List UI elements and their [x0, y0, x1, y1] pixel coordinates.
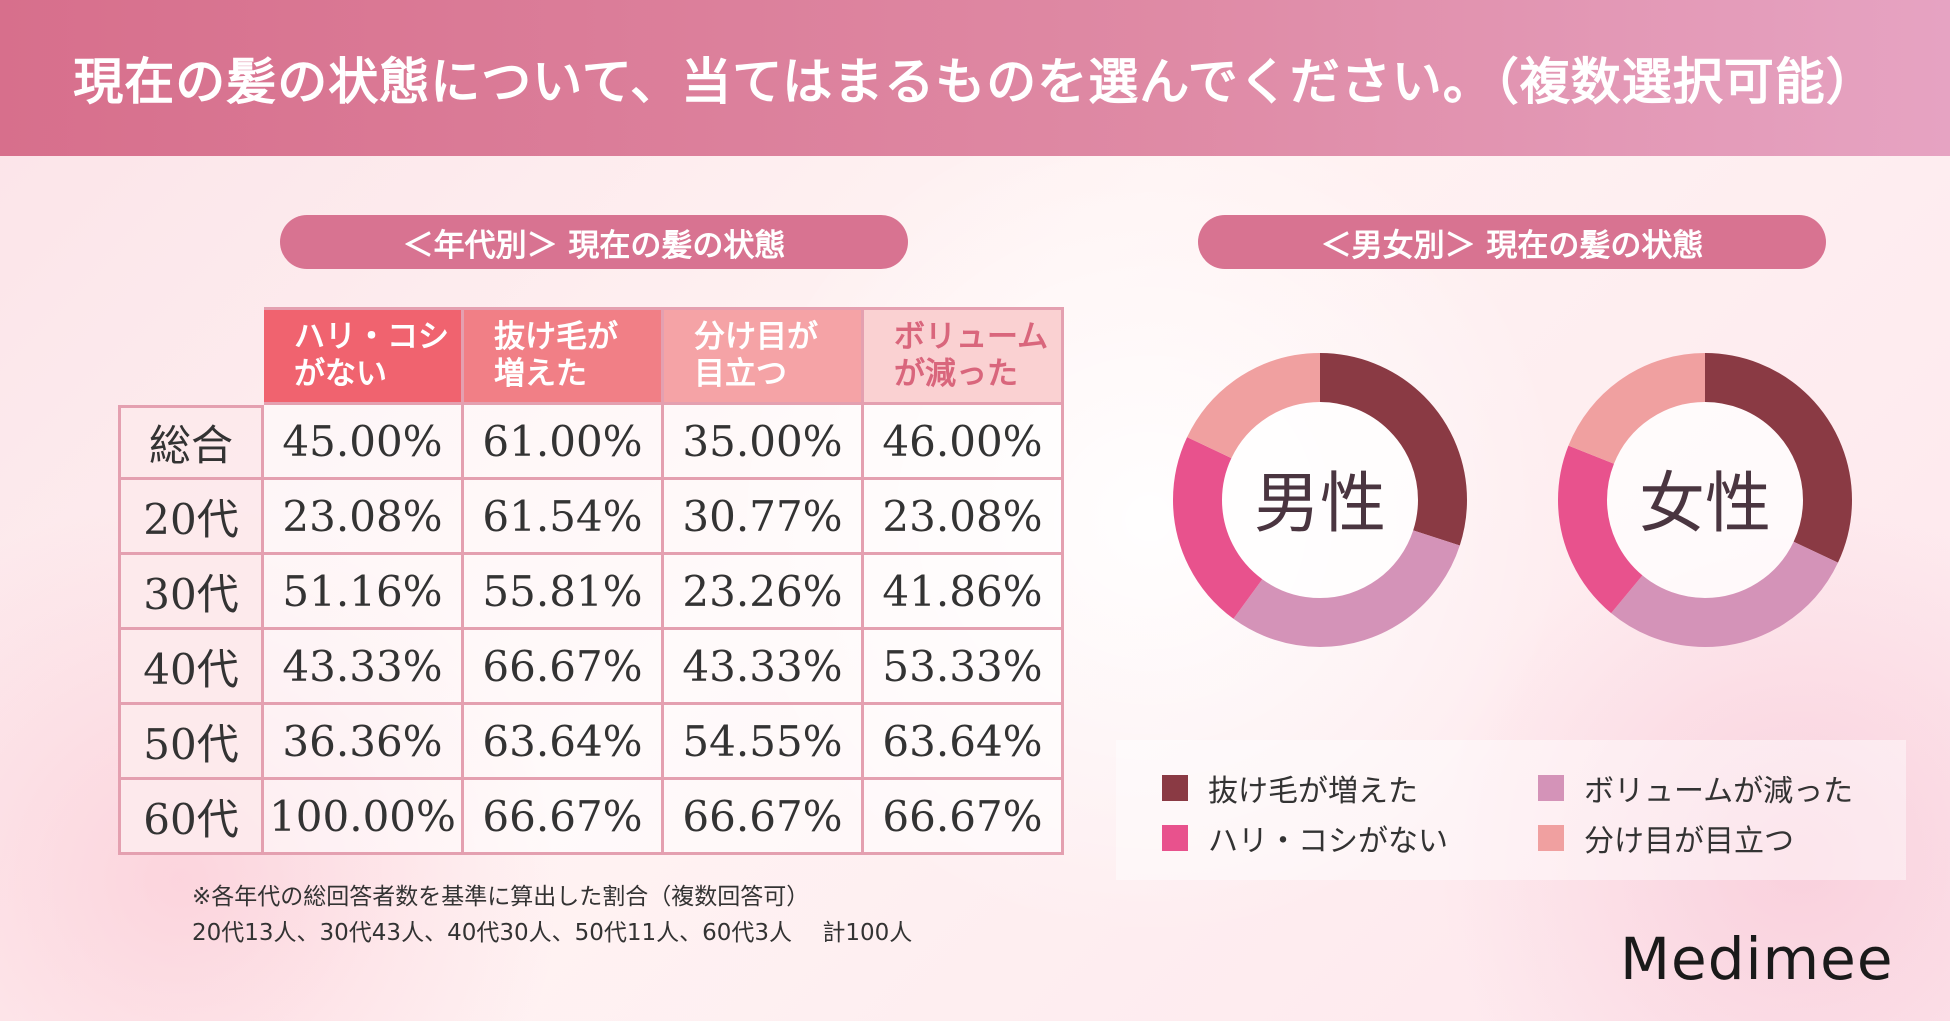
- table-cell: 30.77%: [664, 480, 864, 555]
- column-header-line: 分け目が: [694, 319, 818, 356]
- legend-item: ボリュームが減った: [1538, 766, 1853, 810]
- age-table: ハリ・コシ がない 抜け毛が 増えた 分け目が 目立つ ボリューム が減った 総合 45…: [118, 307, 1064, 855]
- row-label-30s: 30代: [118, 555, 264, 630]
- legend-swatch: [1162, 825, 1188, 851]
- table-cell: 55.81%: [464, 555, 664, 630]
- table-corner: [118, 307, 264, 405]
- table-cell: 66.67%: [664, 780, 864, 855]
- row-label-40s: 40代: [118, 630, 264, 705]
- legend-swatch: [1162, 775, 1188, 801]
- legend-label: ボリュームが減った: [1584, 774, 1854, 809]
- table-cell: 51.16%: [264, 555, 464, 630]
- donut-center: [1607, 402, 1803, 598]
- row-label-20s: 20代: [118, 480, 264, 555]
- donut-center-label-female: 女性: [1639, 465, 1771, 542]
- table-cell: 66.67%: [464, 780, 664, 855]
- gender-donut-charts: 男性 女性: [1173, 353, 1852, 647]
- table-cell: 35.00%: [664, 405, 864, 480]
- donut-center-label-male: 男性: [1254, 465, 1386, 542]
- table-note: ※各年代の総回答者数を基準に算出した割合（複数回答可）: [192, 884, 810, 910]
- table-cell: 23.08%: [264, 480, 464, 555]
- table-cell: 43.33%: [264, 630, 464, 705]
- legend-item: 分け目が目立つ: [1538, 816, 1794, 860]
- column-header-line: ハリ・コシ: [294, 319, 449, 356]
- column-header-hair-loss: 抜け毛が 増えた: [464, 307, 664, 405]
- donut-male: [1173, 353, 1467, 647]
- donut-slice: [1558, 353, 1852, 647]
- gender-section-label: ＜男女別＞ 現在の髪の状態: [1198, 215, 1826, 269]
- donut-slice: [1173, 353, 1467, 647]
- donut-female: [1558, 353, 1852, 647]
- table-cell: 41.86%: [864, 555, 1064, 630]
- column-header-line: 目立つ: [694, 356, 787, 392]
- column-header-line: 増えた: [494, 356, 587, 392]
- legend-label: 抜け毛が増えた: [1208, 774, 1418, 809]
- medimee-logo: Medimee: [1620, 925, 1894, 993]
- page-title: 現在の髪の状態について、当てはまるものを選んでください。（複数選択可能）: [0, 0, 1950, 156]
- column-header-line: がない: [294, 356, 387, 392]
- row-label-60s: 60代: [118, 780, 264, 855]
- table-cell: 54.55%: [664, 705, 864, 780]
- column-header-line: 抜け毛が: [494, 319, 618, 356]
- legend-item: 抜け毛が増えた: [1162, 766, 1418, 810]
- donut-slice: [1558, 353, 1852, 647]
- table-cell: 23.08%: [864, 480, 1064, 555]
- donut-slice: [1558, 353, 1852, 647]
- column-header-no-firmness: ハリ・コシ がない: [264, 307, 464, 405]
- table-cell: 53.33%: [864, 630, 1064, 705]
- table-cell: 63.64%: [864, 705, 1064, 780]
- table-cell: 23.26%: [664, 555, 864, 630]
- legend-label: 分け目が目立つ: [1584, 824, 1794, 859]
- column-header-less-volume: ボリューム が減った: [864, 307, 1064, 405]
- table-cell: 66.67%: [464, 630, 664, 705]
- donut-slice: [1173, 353, 1467, 647]
- column-header-line: ボリューム: [894, 319, 1049, 356]
- table-cell: 61.00%: [464, 405, 664, 480]
- table-cell: 43.33%: [664, 630, 864, 705]
- donut-slice: [1173, 353, 1467, 647]
- legend-label: ハリ・コシがない: [1208, 824, 1448, 859]
- table-cell: 100.00%: [264, 780, 464, 855]
- table-cell: 46.00%: [864, 405, 1064, 480]
- table-cell: 61.54%: [464, 480, 664, 555]
- respondent-counts: 20代13人、30代43人、40代30人、50代11人、60代3人 計100人: [192, 920, 913, 946]
- legend-swatch: [1538, 775, 1564, 801]
- table-cell: 36.36%: [264, 705, 464, 780]
- legend-swatch: [1538, 825, 1564, 851]
- row-label-50s: 50代: [118, 705, 264, 780]
- table-cell: 45.00%: [264, 405, 464, 480]
- row-label-overall: 総合: [118, 405, 264, 480]
- legend-item: ハリ・コシがない: [1162, 816, 1448, 860]
- column-header-line: が減った: [894, 356, 1018, 392]
- donut-center: [1222, 402, 1418, 598]
- table-cell: 66.67%: [864, 780, 1064, 855]
- donut-legend: 抜け毛が増えた ボリュームが減った ハリ・コシがない 分け目が目立つ: [1116, 740, 1906, 880]
- age-section-label: ＜年代別＞ 現在の髪の状態: [280, 215, 908, 269]
- table-cell: 63.64%: [464, 705, 664, 780]
- column-header-visible-part: 分け目が 目立つ: [664, 307, 864, 405]
